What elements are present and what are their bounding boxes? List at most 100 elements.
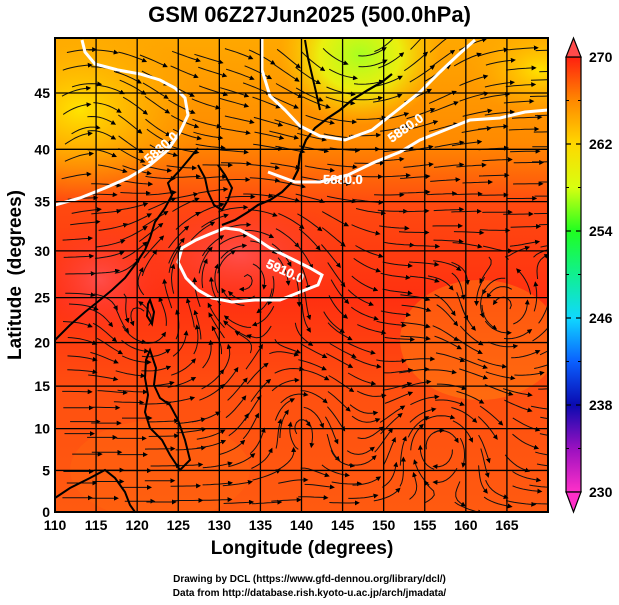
streamline (327, 406, 346, 432)
streamline (192, 411, 221, 423)
streamline (477, 416, 498, 440)
streamline (146, 128, 174, 145)
field-cool-west (55, 38, 200, 200)
streamline (484, 109, 516, 116)
streamline (249, 177, 281, 183)
streamline (201, 258, 208, 289)
streamline (352, 174, 383, 180)
y-tick-label: 45 (34, 85, 50, 101)
y-tick-label: 20 (34, 335, 50, 351)
streamline (122, 165, 152, 176)
streamline (376, 320, 407, 328)
streamline (539, 223, 548, 226)
streamline (328, 68, 358, 81)
streamline (89, 308, 114, 328)
streamline (400, 174, 431, 180)
streamline (201, 213, 229, 228)
streamline (274, 119, 304, 130)
streamline (243, 193, 274, 199)
streamline (192, 118, 222, 129)
streamline (171, 358, 196, 376)
streamline (295, 66, 321, 85)
streamline (144, 95, 171, 114)
streamline (351, 415, 381, 423)
streamline (529, 95, 548, 97)
streamline (275, 418, 283, 449)
streamline (275, 228, 300, 248)
streamline (202, 461, 233, 469)
streamline (399, 208, 430, 214)
streamline (270, 162, 301, 170)
streamline (176, 427, 207, 434)
y-axis-label: Latitude (degrees) (5, 190, 26, 360)
streamline (357, 426, 385, 440)
streamline (512, 485, 543, 494)
streamline (323, 133, 354, 141)
colorbar-ticks: 270 262 254 246 238 230 (566, 49, 613, 500)
streamlines (61, 38, 548, 512)
streamline (477, 358, 508, 369)
streamline (433, 207, 465, 213)
streamline (435, 352, 466, 363)
streamline (516, 268, 532, 295)
streamline (228, 413, 249, 437)
streamline (512, 471, 542, 483)
streamline (304, 483, 335, 490)
streamline (96, 337, 124, 355)
streamline (246, 325, 272, 339)
streamline (275, 83, 303, 98)
streamline (436, 383, 467, 391)
streamline (436, 304, 459, 327)
streamline (480, 91, 511, 100)
streamline (148, 433, 180, 439)
y-tick-label: 15 (34, 378, 50, 394)
streamline (384, 391, 414, 404)
colorbar-extend-max (565, 36, 582, 58)
streamline (129, 307, 145, 327)
streamline (165, 396, 196, 404)
streamline (277, 257, 291, 286)
streamline (214, 263, 219, 294)
streamline (172, 197, 200, 212)
streamline (409, 243, 441, 249)
streamline (254, 131, 285, 140)
streamline (530, 79, 548, 81)
streamline (193, 131, 224, 141)
streamline (294, 322, 314, 347)
streamline (208, 276, 221, 306)
streamline (220, 161, 252, 167)
streamline (219, 97, 250, 108)
credit-data: Data from http://database.rish.kyoto-u.a… (172, 588, 447, 599)
plot-frame (54, 37, 549, 513)
streamline (198, 66, 228, 78)
graticule (55, 38, 548, 512)
streamline (352, 95, 384, 101)
streamline (536, 253, 548, 280)
streamline (399, 189, 431, 195)
streamline (429, 38, 454, 53)
streamline (399, 435, 407, 466)
streamline (327, 163, 358, 170)
streamline (142, 210, 169, 228)
streamline (529, 484, 548, 488)
streamline (459, 91, 489, 102)
streamline (347, 342, 376, 355)
streamline (148, 418, 180, 424)
streamline (327, 262, 346, 288)
streamline (504, 399, 533, 413)
streamline (479, 405, 504, 426)
streamline (349, 404, 379, 416)
streamline (451, 261, 470, 286)
streamline (459, 368, 489, 380)
streamline (380, 272, 411, 280)
streamline (430, 101, 459, 114)
streamline (61, 171, 92, 180)
streamline (194, 53, 224, 65)
streamline (479, 256, 492, 284)
contour-5880-east (267, 108, 548, 184)
streamline (408, 120, 439, 130)
colorbar-tick-label: 230 (589, 484, 613, 500)
streamline (455, 481, 466, 507)
streamline (168, 99, 196, 114)
streamline (192, 277, 201, 307)
